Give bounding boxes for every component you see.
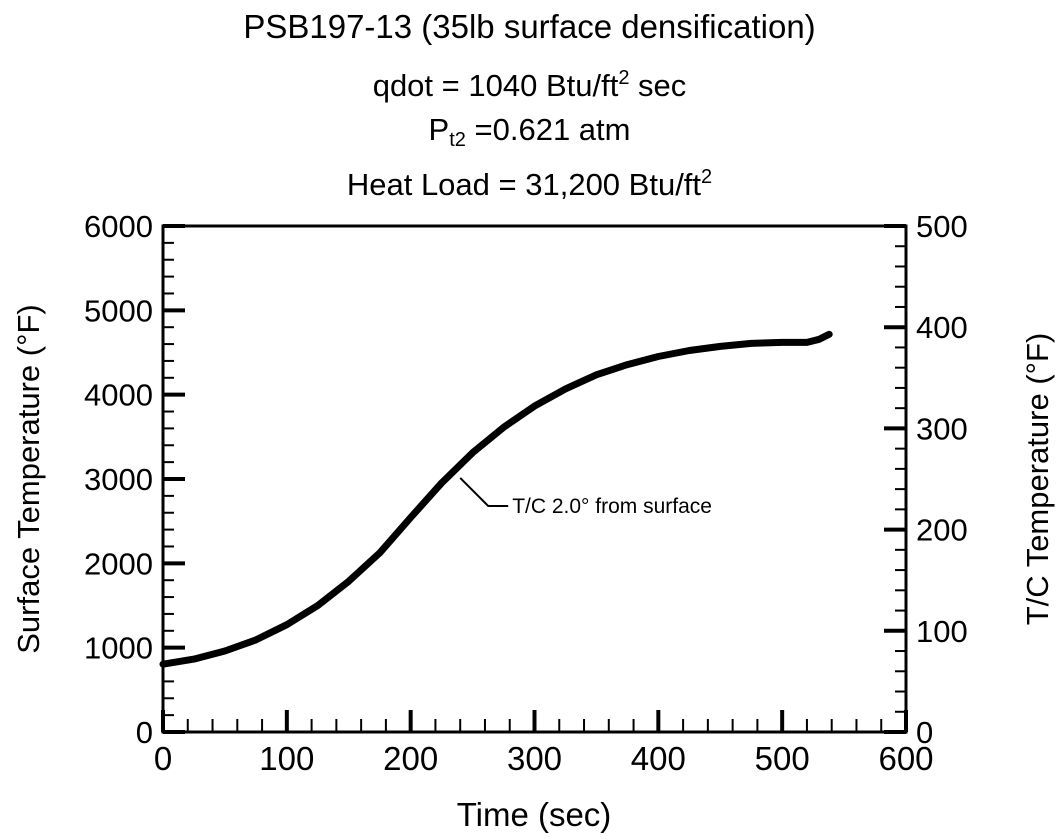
series-line — [159, 330, 833, 668]
y2-tick-labels: 0 100 200 300 400 500 — [916, 209, 968, 750]
y-tick-label: 3000 — [84, 462, 153, 497]
y2-tick-label: 400 — [916, 310, 968, 345]
pressure-label: Pt2 =0.621 atm — [428, 112, 631, 151]
x-tick-label: 300 — [507, 740, 562, 777]
y-axis-label: Surface Temperature (°F) — [11, 304, 46, 654]
heat-load-label: Heat Load = 31,200 Btu/ft2 — [346, 166, 713, 202]
x-tick-label: 400 — [631, 740, 686, 777]
y2-tick-label: 500 — [916, 209, 968, 244]
y-tick-label: 4000 — [84, 378, 153, 413]
y-tick-label: 5000 — [84, 293, 153, 328]
x-tick-label: 200 — [383, 740, 438, 777]
y-tick-label: 0 — [136, 715, 153, 750]
y2-tick-label: 200 — [916, 513, 968, 548]
annotation-leader — [459, 477, 509, 507]
x-tick-label: 0 — [154, 740, 172, 777]
y-tick-label: 2000 — [84, 546, 153, 581]
y-tick-label: 1000 — [84, 631, 153, 666]
x-axis-label: Time (sec) — [457, 796, 612, 833]
y2-axis-label: T/C Temperature (°F) — [1020, 333, 1055, 626]
x-tick-label: 100 — [259, 740, 314, 777]
y-tick-labels: 0 1000 2000 3000 4000 5000 6000 — [84, 209, 153, 750]
y2-tick-label: 100 — [916, 614, 968, 649]
annotation-label: T/C 2.0° from surface — [512, 495, 712, 518]
tick-marks — [161, 224, 908, 734]
heat-flux-label: qdot = 1040 Btu/ft2 sec — [372, 67, 687, 103]
plot-frame — [161, 224, 908, 734]
y2-tick-label: 0 — [916, 715, 933, 750]
x-tick-labels: 0 100 200 300 400 500 600 — [154, 740, 934, 777]
chart-title: PSB197-13 (35lb surface densification) — [243, 8, 816, 45]
y-tick-label: 6000 — [84, 209, 153, 244]
x-tick-label: 600 — [878, 740, 933, 777]
y2-tick-label: 300 — [916, 411, 968, 446]
x-tick-label: 500 — [755, 740, 810, 777]
